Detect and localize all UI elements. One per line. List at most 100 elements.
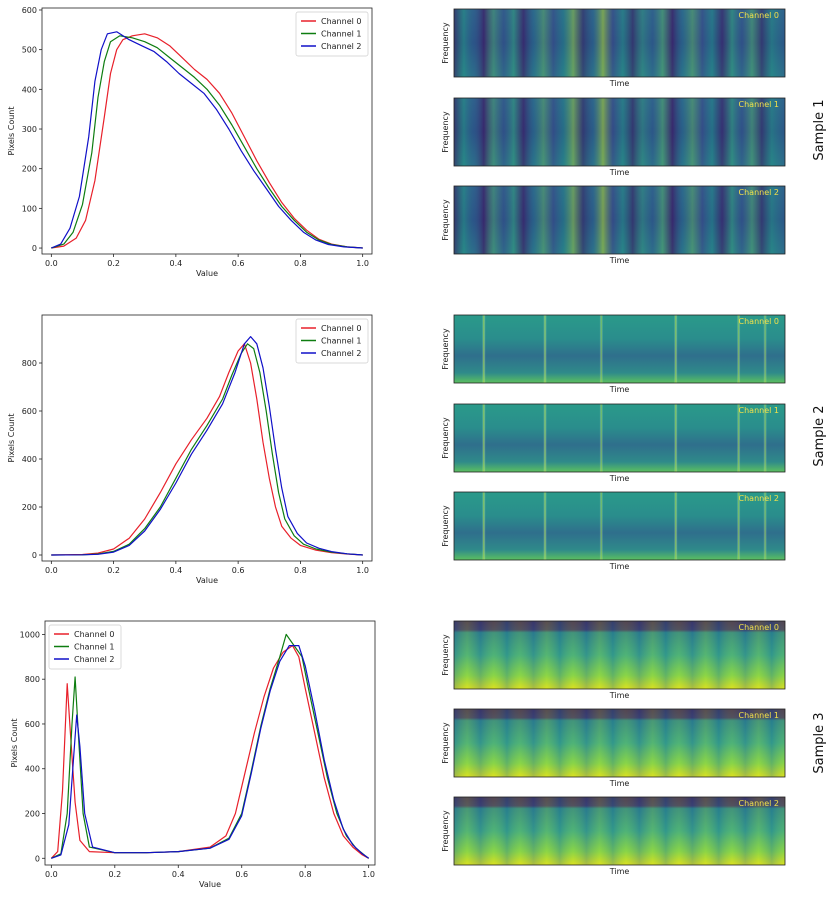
legend-entry: Channel 2 (321, 349, 361, 358)
y-tick-label: 800 (25, 675, 40, 684)
legend-entry: Channel 1 (74, 643, 114, 652)
spectrogram-x-label: Time (609, 385, 630, 394)
histogram-charts: 0.0 0.2 0.4 0.6 0.8 1.0 0 100 200 300 400 500 600 Val… (7, 6, 376, 889)
y-tick-label: 0 (32, 244, 37, 253)
spectrogram-x-label: Time (609, 256, 630, 265)
spectrogram-panel: Channel 1 Time Frequency (441, 97, 786, 177)
y-axis-label: Pixels Count (10, 719, 19, 768)
series-line-channel-2 (51, 645, 370, 859)
legend: Channel 0 Channel 1 Channel 2 (295, 11, 369, 57)
x-tick-label: 0.6 (232, 259, 245, 268)
spectrogram-frame (453, 796, 786, 866)
y-axis-label: Pixels Count (7, 414, 16, 463)
spectrogram-y-label: Frequency (441, 634, 450, 676)
axes-frame (41, 314, 373, 562)
spectrogram-y-label: Frequency (441, 810, 450, 852)
spectrogram-panel: Channel 0 Time Frequency (441, 8, 786, 88)
spectrogram-frame (453, 491, 786, 561)
spectrogram-texture (454, 492, 785, 560)
spectrogram-frame (453, 403, 786, 473)
spectrogram-y-label: Frequency (441, 417, 450, 459)
x-tick-label: 0.6 (235, 870, 248, 879)
series-line-channel-1 (51, 35, 363, 249)
y-tick-label: 300 (22, 125, 37, 134)
series-line-channel-0 (50, 645, 369, 859)
y-tick-label: 500 (22, 46, 37, 55)
spectrogram-title: Channel 2 (739, 494, 779, 503)
x-tick-label: 0.2 (107, 566, 120, 575)
spectrogram-frame (453, 314, 786, 384)
spectrogram-texture (454, 9, 785, 77)
x-axis-label: Value (196, 576, 218, 585)
histogram-chart-1: 0.0 0.2 0.4 0.6 0.8 1.0 0 100 200 300 400 500 600 Val… (7, 6, 373, 278)
sample-label: Sample 1 (812, 99, 827, 160)
y-tick-label: 800 (22, 359, 37, 368)
spectrogram-group-2: Channel 0 Time Frequency Channel 1 Time Frequ… (441, 314, 786, 571)
spectrogram-frame (453, 185, 786, 255)
x-tick-label: 0.0 (45, 566, 58, 575)
spectrogram-x-label: Time (609, 867, 630, 876)
histogram-chart-2: 0.0 0.2 0.4 0.6 0.8 1.0 0 200 400 600 800 Value Pixe… (7, 314, 373, 585)
x-tick-label: 1.0 (356, 259, 369, 268)
spectrogram-title: Channel 1 (739, 100, 779, 109)
y-tick-label: 1000 (20, 630, 40, 639)
y-tick-label: 400 (22, 85, 37, 94)
series-line-channel-2 (51, 336, 363, 556)
legend-entry: Channel 1 (321, 30, 361, 39)
y-tick-label: 200 (22, 503, 37, 512)
spectrogram-frame (453, 8, 786, 78)
spectrogram-x-label: Time (609, 79, 630, 88)
spectrogram-panel: Channel 2 Time Frequency (441, 796, 786, 876)
y-tick-label: 600 (22, 407, 37, 416)
spectrogram-x-label: Time (609, 562, 630, 571)
spectrogram-group-3: Channel 0 Time Frequency Channel 1 Time Frequ… (441, 620, 786, 876)
spectrogram-panel: Channel 1 Time Frequency (441, 708, 786, 788)
y-tick-label: 600 (25, 720, 40, 729)
spectrogram-texture (454, 404, 785, 472)
x-tick-label: 0.8 (294, 259, 307, 268)
spectrogram-y-label: Frequency (441, 505, 450, 547)
histogram-chart-3: 0.0 0.2 0.4 0.6 0.8 1.0 0 200 400 600 800 1000 Value… (10, 620, 376, 889)
series-line-channel-0 (51, 343, 363, 556)
spectrogram-y-label: Frequency (441, 111, 450, 153)
spectrogram-panels: Channel 0 Time Frequency Channel 1 Time Frequ… (441, 8, 786, 876)
series-line-channel-0 (51, 33, 363, 249)
spectrogram-x-label: Time (609, 779, 630, 788)
spectrogram-title: Channel 0 (739, 11, 779, 20)
y-axis-label: Pixels Count (7, 107, 16, 156)
spectrogram-group-1: Channel 0 Time Frequency Channel 1 Time Frequ… (441, 8, 786, 265)
sample-label: Sample 2 (812, 405, 827, 466)
x-tick-label: 0.8 (299, 870, 312, 879)
x-tick-label: 0.4 (170, 566, 183, 575)
spectrogram-x-label: Time (609, 168, 630, 177)
legend-entry: Channel 0 (74, 630, 114, 639)
spectrogram-frame (453, 620, 786, 690)
x-tick-label: 1.0 (362, 870, 375, 879)
spectrogram-title: Channel 1 (739, 711, 779, 720)
spectrogram-texture (454, 315, 785, 383)
spectrogram-texture (454, 709, 785, 777)
spectrogram-panel: Channel 2 Time Frequency (441, 491, 786, 571)
spectrogram-panel: Channel 0 Time Frequency (441, 314, 786, 394)
y-tick-label: 400 (25, 765, 40, 774)
spectrogram-texture (454, 797, 785, 865)
legend-entry: Channel 0 (321, 324, 361, 333)
series-line-channel-1 (51, 343, 363, 556)
axes-frame (41, 7, 373, 255)
x-tick-label: 0.8 (294, 566, 307, 575)
series-line-channel-2 (51, 31, 363, 249)
x-tick-label: 0.0 (45, 259, 58, 268)
spectrogram-y-label: Frequency (441, 199, 450, 241)
y-tick-label: 200 (22, 165, 37, 174)
x-tick-label: 0.4 (170, 259, 183, 268)
spectrogram-title: Channel 2 (739, 799, 779, 808)
legend-entry: Channel 1 (321, 337, 361, 346)
legend-box (295, 318, 369, 364)
spectrogram-texture (454, 98, 785, 166)
legend-entry: Channel 2 (321, 42, 361, 51)
x-axis-label: Value (196, 269, 218, 278)
spectrogram-y-label: Frequency (441, 722, 450, 764)
spectrogram-title: Channel 0 (739, 623, 779, 632)
spectrogram-x-label: Time (609, 474, 630, 483)
